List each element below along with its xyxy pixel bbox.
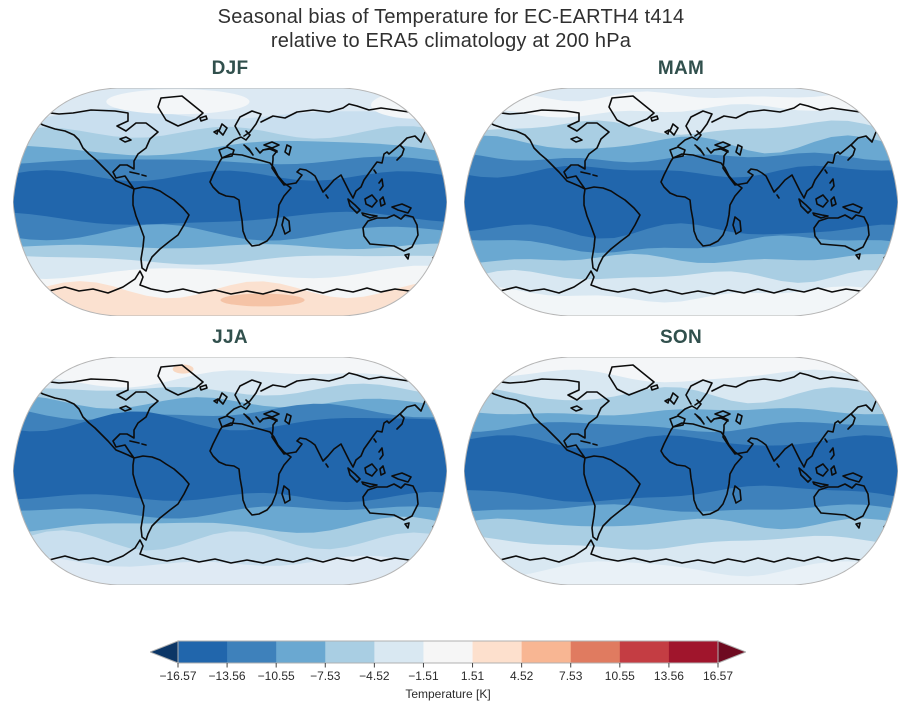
panel-mam: MAM	[464, 56, 898, 316]
map-djf	[13, 88, 447, 316]
panel-jja: JJA	[13, 325, 447, 585]
colorbar-segment	[423, 641, 474, 663]
contour-blob	[106, 89, 250, 115]
colorbar-segment	[521, 641, 572, 663]
colorbar-segment	[619, 641, 670, 663]
colorbar-tick-label: 13.56	[653, 669, 684, 683]
colorbar-frame	[177, 640, 719, 664]
panel-djf: DJF	[13, 56, 447, 316]
colorbar-segment	[570, 641, 621, 663]
map-mam	[464, 88, 898, 316]
colorbar-segment	[325, 641, 375, 663]
map-boundary	[13, 88, 447, 316]
panel-title-mam: MAM	[657, 58, 705, 79]
map-boundary	[13, 357, 447, 585]
bias-field-son	[464, 357, 898, 585]
panel-title-son: SON	[659, 327, 703, 348]
colorbar-tick-label: 7.53	[559, 669, 583, 683]
colorbar-tick-label: −13.56	[208, 669, 246, 683]
colorbar-segment	[227, 641, 277, 663]
colorbar-tick-labels: −16.57 −13.56 −10.55 −7.53 −4.52 −1.51 1.51 4.5…	[150, 669, 746, 685]
colorbar-tick-label: 16.57	[702, 669, 734, 683]
colorbar-left-arrow	[150, 640, 179, 664]
colorbar-tick-label: 10.55	[604, 669, 635, 683]
colorbar-tick-label: −1.51	[408, 669, 439, 683]
colorbar: −16.57 −13.56 −10.55 −7.53 −4.52 −1.51 1.51 4.5…	[150, 640, 746, 706]
contour-band	[13, 555, 447, 585]
colorbar-segment	[178, 641, 228, 663]
colorbar-segment	[472, 641, 523, 663]
colorbar-segment	[276, 641, 326, 663]
colorbar-tick-label: 4.52	[509, 669, 534, 683]
colorbar-bar	[150, 640, 746, 668]
colorbar-tick-label: −4.52	[359, 669, 390, 683]
contour-band	[464, 561, 898, 585]
colorbar-tick-label: −7.53	[310, 669, 341, 683]
panel-son: SON	[464, 325, 898, 585]
colorbar-tick-label: 1.51	[460, 669, 485, 683]
map-jja	[13, 357, 447, 585]
map-son	[464, 357, 898, 585]
contour-blob	[220, 293, 305, 307]
contour-band	[464, 286, 898, 316]
figure-title-line2: relative to ERA5 climatology at 200 hPa	[270, 30, 632, 52]
map-boundary	[464, 88, 898, 316]
panel-title-jja: JJA	[212, 327, 248, 348]
colorbar-segment	[374, 641, 424, 663]
figure-title-line1: Seasonal bias of Temperature for EC-EART…	[217, 6, 685, 28]
figure-title: Seasonal bias of Temperature for EC-EART…	[0, 5, 902, 53]
bias-field-mam	[464, 88, 898, 316]
colorbar-tick-label: −16.57	[159, 669, 197, 683]
colorbar-right-arrow	[717, 640, 746, 664]
panel-title-djf: DJF	[211, 58, 249, 79]
contour-blob	[172, 364, 194, 374]
bias-field-jja	[13, 357, 447, 585]
colorbar-axis-label: Temperature [K]	[405, 687, 491, 701]
colorbar-segment	[668, 641, 719, 663]
bias-field-djf	[13, 88, 447, 316]
colorbar-tick-label: −10.55	[257, 669, 295, 683]
map-boundary	[464, 357, 898, 585]
